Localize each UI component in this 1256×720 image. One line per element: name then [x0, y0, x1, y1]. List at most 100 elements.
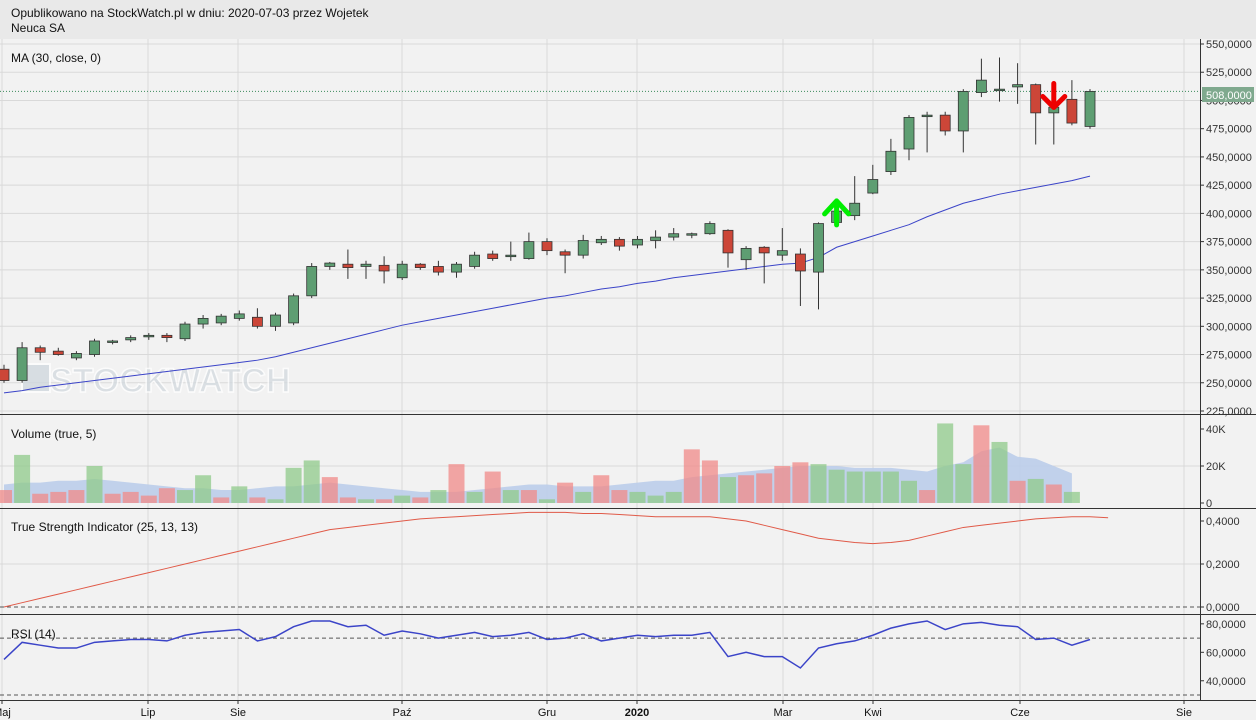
volume-bar [593, 475, 610, 503]
candle-body [722, 229, 734, 254]
volume-bar [520, 490, 537, 503]
candle-body [469, 254, 481, 267]
candle-body [523, 241, 535, 259]
volume-bar [611, 490, 628, 503]
price-axis-label: 450,0000 [1206, 152, 1252, 164]
time-axis-label: Lip [141, 707, 156, 719]
volume-bar [394, 495, 411, 503]
volume-bar [358, 499, 374, 503]
volume-bar [810, 464, 827, 503]
candle-body [668, 233, 680, 238]
volume-bar [249, 497, 266, 503]
tsi-pane [0, 511, 1200, 608]
volume-bar [539, 499, 555, 503]
volume-bar [50, 491, 67, 503]
volume-bar [0, 490, 12, 503]
candle-body [813, 223, 824, 273]
candle-body [704, 223, 716, 235]
price-axis-label: 375,0000 [1206, 237, 1252, 249]
last-price-tag-label: 508,0000 [1206, 90, 1252, 102]
candle-body [867, 179, 879, 194]
volume-bar [882, 471, 899, 503]
candle-body [614, 238, 625, 247]
instrument-name: Neuca SA [11, 21, 66, 35]
candle-body [107, 340, 118, 343]
candle-body [1066, 98, 1078, 124]
candle-body [432, 266, 444, 273]
volume-bar [177, 490, 193, 503]
tsi-axis-label: 0,0000 [1206, 602, 1240, 614]
candle-body [795, 253, 806, 272]
rsi-pane-title: RSI (14) [11, 627, 56, 641]
volume-bar [448, 464, 465, 503]
candle-body [577, 240, 589, 256]
price-axis-label: 300,0000 [1206, 321, 1252, 333]
price-axis-label: 400,0000 [1206, 208, 1252, 220]
rsi-pane [0, 620, 1200, 696]
candle-body [89, 340, 100, 355]
volume-axis-label: 40K [1206, 424, 1226, 436]
candle-body [251, 316, 263, 327]
price-axis-label: 475,0000 [1206, 124, 1252, 136]
price-pane [0, 57, 1200, 394]
volume-bar [68, 490, 85, 503]
volume-bar [1027, 478, 1044, 503]
volume-bar [647, 495, 664, 503]
volume-bar [1009, 480, 1026, 503]
sell-signal-arrow [1040, 81, 1068, 111]
candle-body [306, 266, 318, 297]
volume-bar [973, 425, 990, 503]
last-price-tag-background [1202, 87, 1254, 102]
volume-bar [140, 495, 157, 503]
volume-bar [321, 477, 338, 503]
candle-body [921, 114, 933, 118]
candle-body [595, 238, 607, 244]
candle-body [270, 314, 281, 327]
price-axis-label: 275,0000 [1206, 350, 1252, 362]
volume-bar [828, 469, 845, 503]
volume-bar [86, 466, 103, 503]
volume-bar [756, 473, 773, 503]
tsi-pane-title: True Strength Indicator (25, 13, 13) [11, 520, 198, 534]
price-pane-title: MA (30, close, 0) [11, 51, 101, 65]
buy-signal-arrow [822, 198, 852, 228]
candle-body [342, 263, 354, 268]
candle-body [161, 334, 173, 339]
time-axis-label: Maj [0, 707, 11, 719]
price-axis-label: 250,0000 [1206, 378, 1252, 390]
candle-body [505, 254, 517, 258]
volume-bar [1063, 491, 1080, 503]
tsi-axis-label: 0,2000 [1206, 559, 1240, 571]
candle-body [1084, 91, 1096, 127]
candle-body [288, 295, 300, 324]
candle-body [360, 263, 372, 267]
volume-bar [32, 493, 49, 503]
candle-body [1030, 84, 1042, 114]
time-axis-label: Sie [230, 707, 246, 719]
last-price-tag: 508,0000 [1202, 87, 1254, 102]
moving-average-line [3, 175, 1091, 394]
volume-pane-title: Volume (true, 5) [11, 427, 96, 441]
volume-bar [231, 486, 248, 503]
sell-arrow-path [1040, 81, 1068, 111]
candle-body [758, 246, 770, 254]
candle-body [451, 263, 462, 273]
candle-body [414, 263, 426, 268]
candle-body [143, 334, 155, 338]
volume-bar [303, 460, 320, 503]
volume-bar [665, 491, 682, 503]
time-axis-label: Mar [774, 707, 793, 719]
volume-pane [0, 423, 1080, 503]
volume-bar [122, 491, 139, 503]
rsi-axis-label: 60,0000 [1206, 647, 1246, 659]
volume-bar [158, 488, 175, 503]
candle-body [776, 250, 788, 256]
volume-bar [738, 475, 755, 503]
volume-bar [792, 462, 809, 503]
volume-bar [339, 497, 356, 503]
volume-bar [267, 499, 284, 503]
time-axis-label: Cze [1010, 707, 1030, 719]
candle-body [233, 313, 245, 319]
price-axis-label: 550,0000 [1206, 39, 1252, 51]
